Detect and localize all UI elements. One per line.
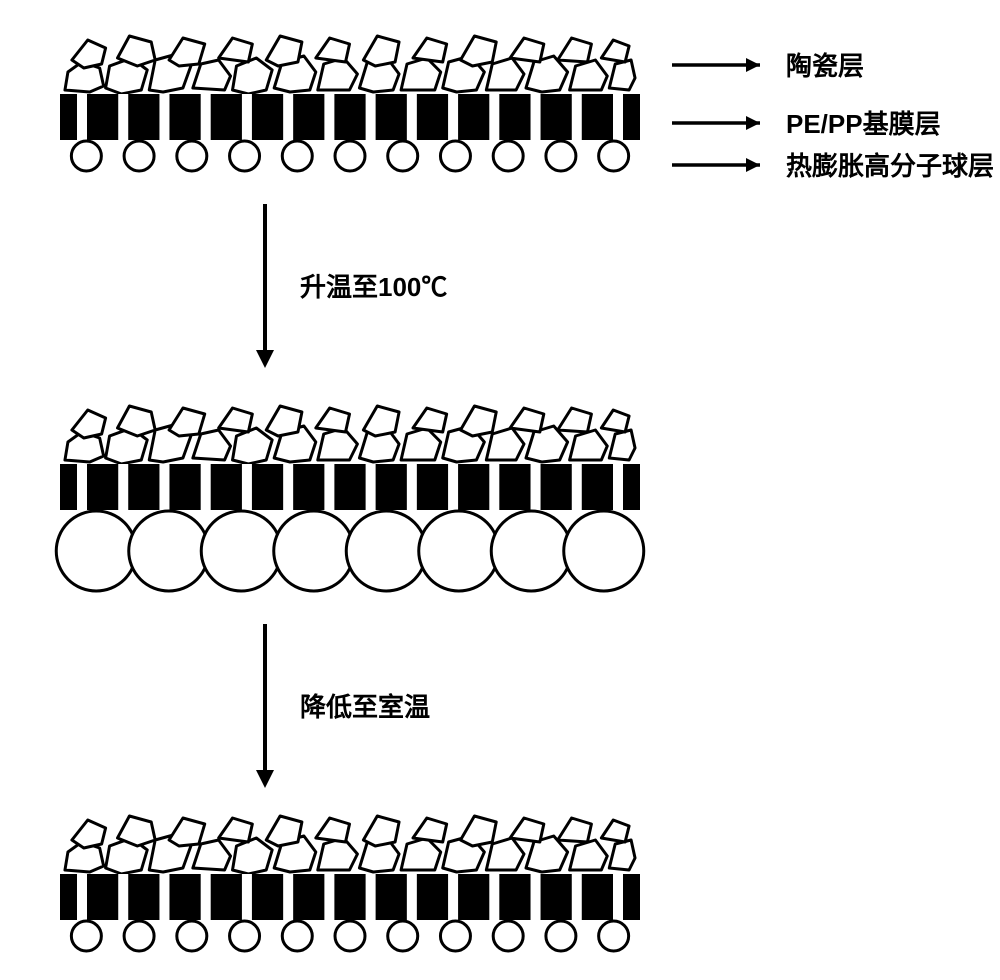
polymer-sphere bbox=[440, 921, 470, 951]
arrow-right-icon bbox=[670, 151, 772, 179]
arrow-cool: 降低至室温 bbox=[250, 620, 430, 790]
ceramic-layer bbox=[65, 816, 635, 874]
polymer-sphere bbox=[346, 511, 426, 591]
membrane-layer bbox=[60, 94, 640, 140]
stage2-svg bbox=[50, 400, 650, 594]
arrow-right-icon bbox=[670, 51, 772, 79]
polymer-sphere bbox=[546, 141, 576, 171]
stage2 bbox=[50, 400, 650, 594]
polymer-sphere bbox=[599, 921, 629, 951]
polymer-sphere bbox=[282, 921, 312, 951]
polymer-sphere bbox=[493, 921, 523, 951]
polymer-sphere bbox=[335, 921, 365, 951]
polymer-sphere bbox=[230, 921, 260, 951]
membrane-layer bbox=[60, 874, 640, 920]
polymer-sphere bbox=[201, 511, 281, 591]
polymer-sphere bbox=[599, 141, 629, 171]
stage1 bbox=[50, 30, 650, 174]
membrane-layer bbox=[60, 464, 640, 510]
arrow-right-icon bbox=[670, 109, 772, 137]
polymer-sphere bbox=[546, 921, 576, 951]
ceramic-layer bbox=[65, 36, 635, 94]
polymer-sphere bbox=[440, 141, 470, 171]
polymer-sphere bbox=[56, 511, 136, 591]
stage1-svg bbox=[50, 30, 650, 174]
polymer-sphere bbox=[124, 141, 154, 171]
polymer-sphere bbox=[129, 511, 209, 591]
label-membrane: PE/PP基膜层 bbox=[786, 104, 941, 141]
arrow-down-icon bbox=[250, 200, 280, 370]
polymer-sphere bbox=[491, 511, 571, 591]
polymer-sphere bbox=[177, 921, 207, 951]
polymer-sphere bbox=[388, 921, 418, 951]
polymer-sphere bbox=[493, 141, 523, 171]
polymer-sphere bbox=[71, 141, 101, 171]
stage3-svg bbox=[50, 810, 650, 954]
label-ceramic: 陶瓷层 bbox=[786, 46, 864, 83]
label-arrow-spheres: 热膨胀高分子球层 bbox=[670, 146, 994, 183]
arrow-down-icon bbox=[250, 620, 280, 790]
label-spheres: 热膨胀高分子球层 bbox=[786, 146, 994, 183]
polymer-sphere bbox=[230, 141, 260, 171]
arrow-heat: 升温至100℃ bbox=[250, 200, 447, 370]
polymer-sphere bbox=[177, 141, 207, 171]
label-arrow-ceramic: 陶瓷层 bbox=[670, 46, 864, 83]
arrow-cool-label: 降低至室温 bbox=[300, 687, 430, 724]
polymer-sphere bbox=[282, 141, 312, 171]
polymer-sphere bbox=[71, 921, 101, 951]
ceramic-layer bbox=[65, 406, 635, 464]
polymer-sphere bbox=[388, 141, 418, 171]
polymer-sphere bbox=[274, 511, 354, 591]
label-arrow-membrane: PE/PP基膜层 bbox=[670, 104, 941, 141]
polymer-sphere bbox=[124, 921, 154, 951]
stage3 bbox=[50, 810, 650, 954]
polymer-sphere bbox=[564, 511, 644, 591]
polymer-sphere bbox=[335, 141, 365, 171]
polymer-sphere bbox=[419, 511, 499, 591]
arrow-heat-label: 升温至100℃ bbox=[300, 267, 447, 304]
